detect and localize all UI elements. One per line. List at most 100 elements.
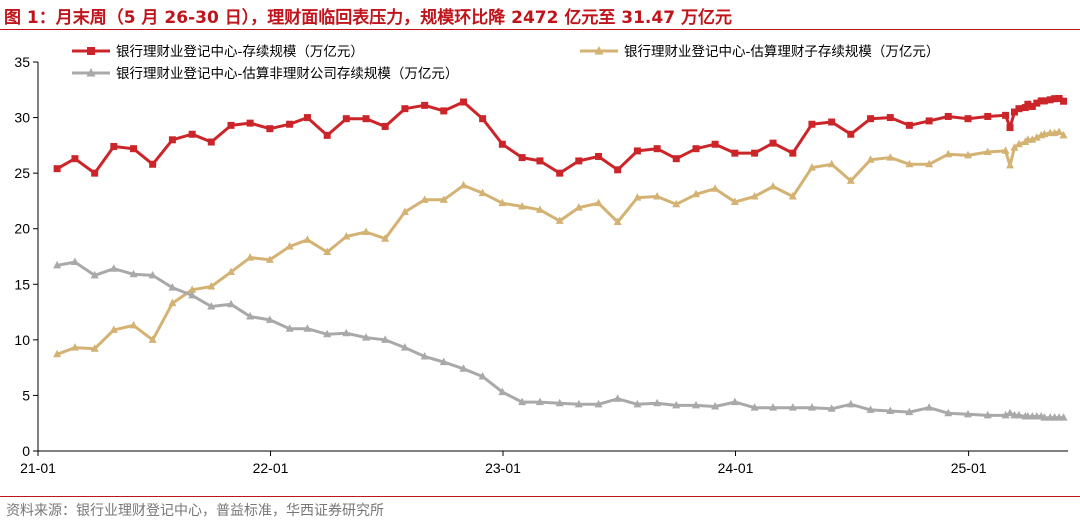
data-point [1014, 410, 1023, 419]
data-point [1040, 413, 1049, 421]
legend-item-2: 银行理财业登记中心-估算理财子存续规模（万亿元） [580, 44, 939, 60]
series-2 [53, 127, 1068, 358]
chart-axes: 0 5 10 15 20 25 30 35 21-01 22-01 23-01 24-01 25-01 [14, 54, 1068, 476]
y-tick-label: 30 [14, 110, 30, 126]
data-point [518, 201, 527, 210]
data-point [400, 343, 409, 351]
data-point [53, 260, 62, 269]
data-point [1028, 135, 1037, 143]
data-point [808, 120, 816, 128]
data-point [188, 290, 197, 299]
data-point [692, 400, 701, 409]
data-point [381, 122, 389, 130]
chart-series-lines [53, 94, 1068, 421]
y-tick-label: 10 [14, 332, 30, 348]
data-point [148, 270, 157, 279]
data-point [286, 120, 294, 128]
data-point [555, 216, 564, 224]
source-note: 资料来源：银行业理财登记中心，普益标准，华西证券研究所 [6, 503, 384, 519]
data-point [1010, 108, 1018, 116]
legend-item-1: 银行理财业登记中心-存续规模（万亿元） [72, 44, 364, 60]
data-point [342, 115, 350, 123]
data-point [984, 112, 992, 120]
data-point [362, 333, 371, 341]
data-point [711, 140, 719, 148]
data-point [148, 335, 157, 343]
data-point [381, 234, 390, 242]
data-point [342, 328, 351, 337]
data-point [478, 188, 487, 197]
data-point [109, 264, 118, 272]
data-point [285, 324, 294, 332]
data-point [168, 136, 176, 144]
data-point [246, 253, 255, 261]
data-point [323, 131, 331, 139]
data-point [53, 349, 62, 358]
data-point [1060, 97, 1068, 105]
data-point [963, 409, 972, 418]
data-point [556, 169, 564, 177]
y-tick-label: 5 [22, 387, 30, 403]
data-point [594, 399, 603, 408]
data-point [886, 153, 895, 161]
data-point [1001, 146, 1010, 154]
data-point [672, 400, 681, 409]
data-point [905, 407, 914, 416]
data-point [847, 130, 855, 138]
data-point [207, 302, 216, 310]
data-point [711, 184, 720, 192]
data-point [692, 145, 700, 153]
data-point [110, 142, 118, 150]
data-point [633, 399, 642, 408]
data-point [672, 199, 681, 208]
data-point [925, 403, 934, 411]
data-point [846, 399, 855, 408]
data-point [303, 324, 312, 332]
data-point [420, 352, 429, 360]
y-tick-label: 0 [22, 443, 30, 459]
data-point [1033, 99, 1041, 107]
data-point [53, 165, 61, 173]
data-point [731, 149, 739, 157]
data-point [788, 191, 797, 200]
legend-marker [86, 68, 96, 77]
data-point [130, 145, 138, 153]
legend-marker [87, 47, 95, 55]
data-point [886, 114, 894, 122]
data-point [807, 163, 816, 171]
data-point [207, 138, 215, 146]
data-point [478, 372, 487, 380]
data-point [129, 320, 138, 329]
series-line [56, 97, 1065, 175]
data-point [867, 115, 875, 123]
data-point [595, 152, 603, 160]
data-point [207, 282, 216, 290]
data-point [227, 267, 236, 276]
data-point [439, 195, 448, 203]
data-point [498, 387, 507, 396]
data-point [653, 191, 662, 200]
data-point [323, 329, 332, 338]
data-point [575, 157, 583, 165]
data-point [1002, 111, 1010, 119]
data-point [692, 189, 701, 198]
data-point [672, 155, 680, 163]
data-point [1051, 95, 1059, 103]
x-tick-label: 22-01 [253, 460, 289, 476]
data-point [1040, 129, 1049, 138]
data-point [886, 406, 895, 414]
x-tick-label: 23-01 [485, 460, 521, 476]
data-point [925, 117, 933, 125]
data-point [303, 235, 312, 243]
x-tick-label: 21-01 [20, 460, 56, 476]
data-point [963, 150, 972, 159]
legend-label: 银行理财业登记中心-估算理财子存续规模（万亿元） [624, 44, 939, 60]
data-point [925, 159, 934, 168]
series-1 [53, 94, 1068, 177]
data-point [769, 403, 778, 411]
data-point [342, 231, 351, 240]
data-point [168, 283, 177, 291]
figure-title: 图 1：月末周（5 月 26-30 日），理财面临回表压力，规模环比降 2472… [4, 8, 732, 28]
data-point [769, 139, 777, 147]
